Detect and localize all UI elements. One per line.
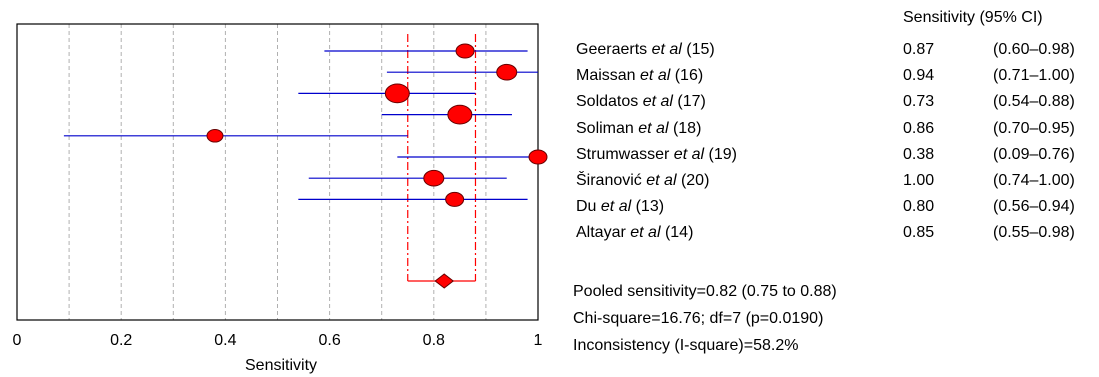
study-ci-2: (0.54–0.88) <box>993 93 1075 111</box>
estimate-point-0 <box>455 43 475 59</box>
x-tick-label-0: 0 <box>13 332 22 349</box>
study-ci-1: (0.71–1.00) <box>993 67 1075 85</box>
x-tick-label-5: 1 <box>534 332 543 349</box>
study-ref: (18) <box>668 119 702 137</box>
pooled-diamond <box>434 273 455 289</box>
study-name: Maissan <box>576 67 641 85</box>
study-rows <box>63 43 548 207</box>
study-label-3: Soliman et al (18) <box>576 119 701 139</box>
study-etal: et al <box>600 198 632 216</box>
study-name: Altayar <box>576 224 631 242</box>
x-axis-label: Sensitivity <box>245 357 318 374</box>
study-sensitivity-2: 0.73 <box>903 93 935 111</box>
estimate-point-3 <box>447 104 473 125</box>
study-etal: et al <box>630 224 661 242</box>
study-etal: et al <box>638 119 669 137</box>
estimate-point-6 <box>423 169 445 187</box>
study-ref: (20) <box>676 172 710 189</box>
study-label-6: Du et al (13) <box>576 197 664 217</box>
study-name: Širanović <box>576 172 647 189</box>
study-name: Soldatos <box>576 93 643 111</box>
estimate-point-5 <box>528 149 548 165</box>
pooled-annotation: Pooled sensitivity=0.82 (0.75 to 0.88) <box>573 283 837 300</box>
study-ref: (19) <box>704 145 737 163</box>
estimate-point-4 <box>206 129 224 143</box>
study-label-7: Altayar et al (14) <box>576 223 693 243</box>
study-sensitivity-7: 0.85 <box>903 224 935 242</box>
study-sensitivity-0: 0.87 <box>903 41 935 58</box>
study-etal: et al <box>640 67 671 85</box>
x-tick-label-4: 0.8 <box>423 332 445 349</box>
x-tick-label-2: 0.4 <box>214 332 236 349</box>
study-ci-3: (0.70–0.95) <box>993 119 1075 137</box>
study-ref: (14) <box>660 224 694 242</box>
study-name: Strumwasser <box>576 145 674 163</box>
study-etal: et al <box>673 145 705 163</box>
estimate-point-2 <box>384 83 410 104</box>
estimate-point-7 <box>445 191 465 207</box>
study-label-5: Širanović et al (20) <box>576 171 709 191</box>
study-ci-6: (0.56–0.94) <box>993 198 1075 216</box>
estimate-point-1 <box>496 63 518 81</box>
x-axis-ticks: 0 0.2 0.4 0.6 0.8 1 <box>13 332 543 349</box>
study-etal: et al <box>651 41 682 58</box>
study-ci-0: (0.60–0.98) <box>993 41 1075 58</box>
study-label-0: Geeraerts et al (15) <box>576 40 715 60</box>
study-ref: (13) <box>631 198 665 216</box>
x-tick-label-1: 0.2 <box>110 332 132 349</box>
study-sensitivity-5: 1.00 <box>903 172 935 189</box>
study-ci-4: (0.09–0.76) <box>993 145 1075 163</box>
study-ref: (16) <box>670 67 704 85</box>
study-etal: et al <box>646 172 677 189</box>
x-tick-label-3: 0.6 <box>318 332 340 349</box>
chi-square-annotation: Chi-square=16.76; df=7 (p=0.0190) <box>573 310 824 327</box>
study-ci-5: (0.74–1.00) <box>993 172 1075 189</box>
study-etal: et al <box>642 93 673 111</box>
study-label-2: Soldatos et al (17) <box>576 92 706 112</box>
study-ref: (15) <box>681 41 715 58</box>
grid-lines <box>68 24 487 320</box>
study-name: Geeraerts <box>576 41 652 58</box>
plot-frame <box>16 23 539 321</box>
study-ci-7: (0.55–0.98) <box>993 224 1075 242</box>
ci-header: Sensitivity (95% CI) <box>903 9 1043 26</box>
inconsistency-annotation: Inconsistency (I-square)=58.2% <box>573 337 799 354</box>
study-sensitivity-3: 0.86 <box>903 119 935 137</box>
study-label-1: Maissan et al (16) <box>576 66 703 86</box>
study-name: Soliman <box>576 119 639 137</box>
pooled-estimate <box>434 273 455 289</box>
study-ref: (17) <box>672 93 706 111</box>
study-sensitivity-6: 0.80 <box>903 198 935 216</box>
study-name: Du <box>576 198 601 216</box>
study-sensitivity-4: 0.38 <box>903 145 935 163</box>
study-sensitivity-1: 0.94 <box>903 67 935 85</box>
study-label-4: Strumwasser et al (19) <box>576 145 737 165</box>
